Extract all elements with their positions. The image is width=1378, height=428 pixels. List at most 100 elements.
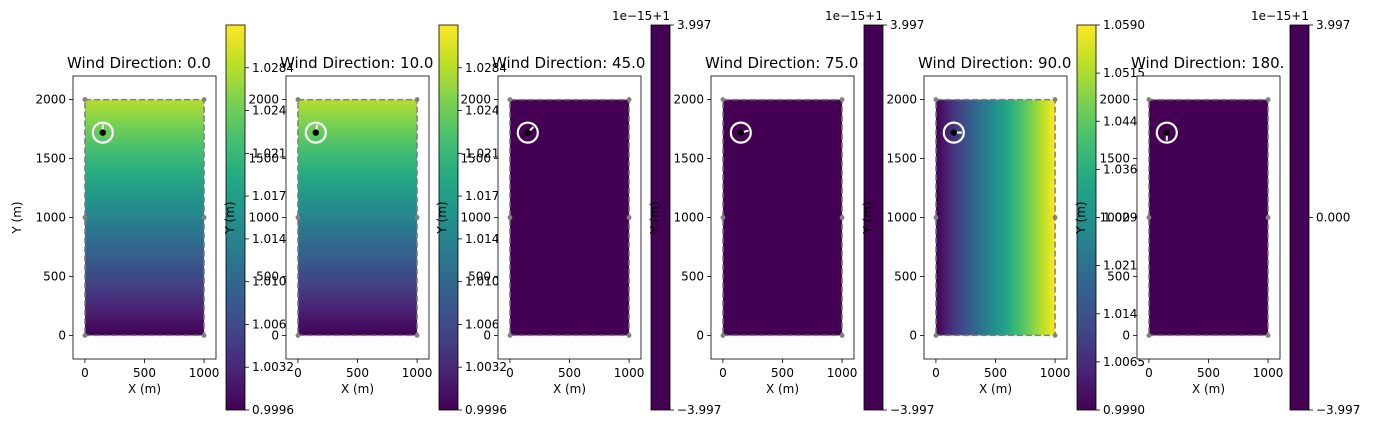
colorbar-tick-label: 1.0104 xyxy=(252,275,294,289)
y-tick-label: 1000 xyxy=(460,211,491,225)
boundary-vertex-5 xyxy=(933,97,939,102)
x-axis-label: X (m) xyxy=(1192,382,1225,396)
colorbar: −3.997 0.000 3.997 1e−15+1 xyxy=(1251,9,1360,417)
x-tick-label: 1000 xyxy=(827,366,858,380)
boundary-vertex-5 xyxy=(1146,97,1152,102)
y-tick-label: 2000 xyxy=(886,93,917,107)
x-tick-label: 1000 xyxy=(402,366,433,380)
y-tick-label: 1500 xyxy=(886,152,917,166)
turbine-ring xyxy=(304,121,327,144)
y-tick-label: 2000 xyxy=(673,93,704,107)
y-tick-label: 500 xyxy=(468,269,491,283)
colorbar-tick-label: 1.0284 xyxy=(252,61,294,75)
colorbar-tick-label: 1.0284 xyxy=(465,61,507,75)
turbine-ring xyxy=(516,121,539,144)
turbine-position xyxy=(950,129,957,136)
y-tick-label: 1500 xyxy=(673,152,704,166)
colorbar-tick-label: 1.0176 xyxy=(465,189,507,203)
boundary-vertex-4 xyxy=(626,97,632,102)
colorbar-tick-label: 0.000 xyxy=(1316,211,1350,225)
boundary-vertex-6 xyxy=(720,215,726,220)
wind-speed-field xyxy=(722,99,843,336)
colorbar-offset-label: 1e−15+1 xyxy=(1251,9,1309,23)
colorbar-tick-label: 1.0248 xyxy=(465,104,507,118)
colorbar: 0.9996 1.0032 1.0068 1.0104 1.0140 1.0176 1.02… xyxy=(225,24,294,417)
subplot-6: 0 500 1000 0 500 1000 1500 2000 X (m) Y (m) Wind D… xyxy=(1074,9,1360,417)
panels: 0 500 1000 0 500 1000 1500 2000 X (m) Y (m) Wind D… xyxy=(10,9,1360,417)
subplot-3: 0 500 1000 0 500 1000 1500 2000 X (m) Y (m) Wind D… xyxy=(435,9,721,417)
boundary-vertex-1 xyxy=(507,333,513,338)
x-tick-label: 1000 xyxy=(1040,366,1071,380)
subplot-title: Wind Direction: 0.0 xyxy=(67,54,211,72)
boundary-vertex-1 xyxy=(933,333,939,338)
y-tick-label: 1000 xyxy=(248,211,279,225)
y-tick-label: 1000 xyxy=(886,211,917,225)
x-axis-label: X (m) xyxy=(553,382,586,396)
colorbar-tick-label: −3.997 xyxy=(890,403,934,417)
y-tick-label: 0 xyxy=(271,328,279,342)
y-tick-label: 2000 xyxy=(1099,93,1130,107)
colorbar-tick-label: 1.0215 xyxy=(1103,259,1145,273)
boundary-vertex-6 xyxy=(295,215,301,220)
boundary-vertex-5 xyxy=(720,97,726,102)
boundary-vertex-3 xyxy=(414,215,420,220)
x-tick-label: 0 xyxy=(1145,366,1153,380)
x-tick-label: 1000 xyxy=(614,366,645,380)
x-tick-label: 500 xyxy=(984,366,1007,380)
boundary-vertex-5 xyxy=(82,97,88,102)
boundary-vertex-6 xyxy=(933,215,939,220)
x-axis-label: X (m) xyxy=(341,382,374,396)
subplot-title: Wind Direction: 45.0 xyxy=(492,54,645,72)
y-tick-label: 1000 xyxy=(673,211,704,225)
turbine-ring xyxy=(942,121,965,144)
colorbar-tick-label: 1.0065 xyxy=(1103,355,1145,369)
y-tick-label: 0 xyxy=(1122,328,1130,342)
boundary-vertex-3 xyxy=(839,215,845,220)
colorbar-gradient xyxy=(651,25,670,410)
y-tick-label: 2000 xyxy=(248,93,279,107)
colorbar-tick-label: 1.0515 xyxy=(1103,66,1145,80)
y-tick-label: 500 xyxy=(43,269,66,283)
boundary-vertex-4 xyxy=(839,97,845,102)
boundary-vertex-1 xyxy=(82,333,88,338)
y-axis-label: Y (m) xyxy=(435,201,449,234)
turbine-ring xyxy=(1155,121,1178,144)
y-axis-label: Y (m) xyxy=(861,201,875,234)
turbine-ring xyxy=(91,121,114,144)
x-tick-label: 500 xyxy=(1197,366,1220,380)
boundary-vertex-2 xyxy=(1052,333,1058,338)
colorbar-tick-label: 0.9990 xyxy=(1103,403,1145,417)
x-axis-label: X (m) xyxy=(766,382,799,396)
boundary-vertex-4 xyxy=(201,97,207,102)
colorbar-tick-label: 1.0176 xyxy=(252,189,294,203)
colorbar-tick-label: −3.997 xyxy=(677,403,721,417)
y-tick-label: 500 xyxy=(894,269,917,283)
colorbar-gradient xyxy=(439,25,458,410)
colorbar-tick-label: 1.0068 xyxy=(252,317,294,331)
boundary-vertex-4 xyxy=(1265,97,1271,102)
boundary-vertex-4 xyxy=(414,97,420,102)
boundary-vertex-3 xyxy=(1265,215,1271,220)
turbine-position xyxy=(524,129,531,136)
boundary-vertex-3 xyxy=(201,215,207,220)
y-tick-label: 0 xyxy=(483,328,491,342)
wind-speed-field xyxy=(84,99,205,336)
turbine-position xyxy=(312,129,319,136)
y-tick-label: 1500 xyxy=(1099,152,1130,166)
boundary-vertex-2 xyxy=(839,333,845,338)
colorbar-tick-label: 3.997 xyxy=(677,18,711,32)
colorbar-offset-label: 1e−15+1 xyxy=(612,9,670,23)
turbine-position xyxy=(1163,129,1170,136)
subplot-title: Wind Direction: 180. xyxy=(1131,54,1284,72)
boundary-vertex-5 xyxy=(507,97,513,102)
colorbar-tick-label: 3.997 xyxy=(890,18,924,32)
subplot-4: 0 500 1000 0 500 1000 1500 2000 X (m) Y (m) Wind D… xyxy=(648,9,934,417)
colorbar-gradient xyxy=(864,25,883,410)
boundary-vertex-6 xyxy=(507,215,513,220)
colorbar-tick-label: 1.0068 xyxy=(465,317,507,331)
boundary-vertex-1 xyxy=(720,333,726,338)
colorbar-offset-label: 1e−15+1 xyxy=(825,9,883,23)
subplot-2: 0 500 1000 0 500 1000 1500 2000 X (m) Y (m) Wind D… xyxy=(223,24,507,417)
boundary-vertex-6 xyxy=(1146,215,1152,220)
